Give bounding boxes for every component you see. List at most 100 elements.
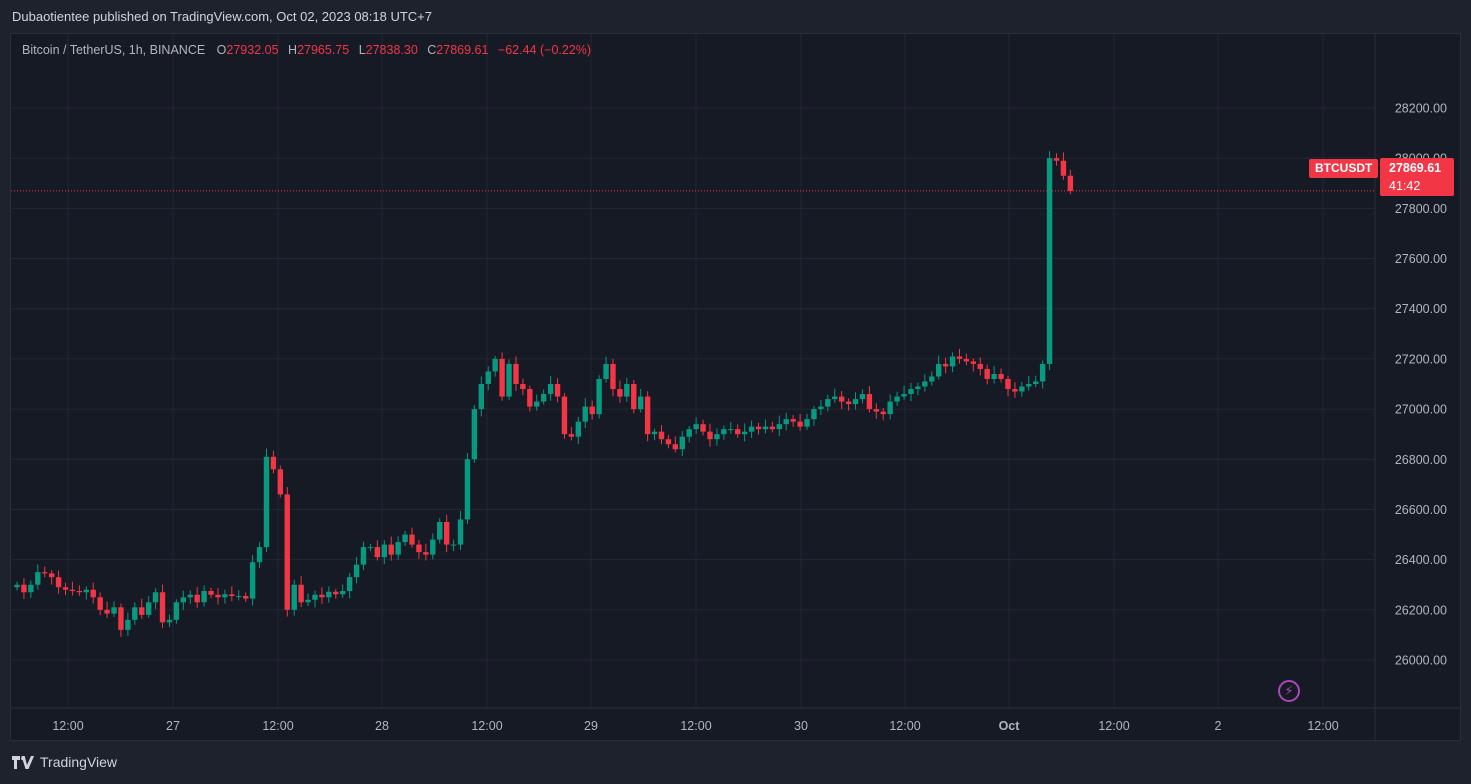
candle-body [242, 596, 249, 599]
change-value: −62.44 (−0.22%) [497, 43, 592, 57]
brand-name: TradingView [40, 754, 118, 770]
x-tick-label: 12:00 [889, 719, 920, 733]
candle-body [845, 401, 852, 405]
candle-body [769, 426, 776, 430]
candle-body [340, 591, 346, 595]
candle-body [741, 431, 748, 435]
candle-body [582, 406, 588, 422]
candle-body [540, 394, 547, 402]
candle-body [929, 376, 935, 382]
candle-body [145, 602, 152, 615]
candle-body [638, 396, 644, 410]
publish-info: Dubaotientee published on TradingView.co… [12, 9, 433, 24]
candle-body [28, 584, 34, 593]
symbol-price-label: BTCUSDT [1309, 159, 1379, 178]
candle-body [631, 384, 637, 410]
candle-body [443, 522, 450, 545]
y-tick-label: 27200.00 [1395, 352, 1447, 366]
high-label: H [288, 43, 298, 57]
candle-body [69, 589, 76, 591]
candle-body [575, 421, 582, 437]
chart-panel[interactable] [10, 33, 1461, 741]
x-tick-label: 12:00 [1307, 719, 1338, 733]
candle-body [1019, 386, 1025, 392]
candle-body [1046, 158, 1053, 364]
candle-body [977, 363, 983, 369]
candle-body [748, 426, 755, 432]
candle-body [1053, 158, 1060, 161]
candle-body [485, 371, 491, 384]
candle-body [728, 429, 734, 431]
candle-body [139, 607, 145, 615]
candle-body [437, 522, 443, 540]
low-label: L [358, 43, 366, 57]
candle-body [589, 406, 595, 415]
candle-body [561, 396, 568, 435]
candle-body [367, 547, 374, 549]
x-tick-label: 28 [375, 719, 389, 733]
x-tick-label: 12:00 [1098, 719, 1129, 733]
candle-body [624, 384, 630, 397]
y-tick-label: 28200.00 [1395, 102, 1447, 116]
candle-body [1060, 160, 1067, 176]
candle-body [48, 573, 55, 578]
candle-body [984, 368, 990, 379]
candle-body [374, 547, 381, 558]
candle-body [118, 607, 124, 630]
candle-body [360, 547, 367, 565]
symbol-title[interactable]: Bitcoin / TetherUS, 1h, BINANCE [22, 43, 206, 57]
candle-body [14, 584, 20, 588]
candle-body [735, 429, 741, 435]
candle-body [1005, 378, 1011, 390]
candle-body [852, 399, 859, 405]
candle-body [811, 409, 817, 420]
candle-body [423, 552, 429, 555]
candle-body [263, 456, 270, 548]
candle-body [596, 378, 602, 415]
candle-body [478, 384, 485, 410]
candle-body [963, 358, 970, 362]
candle-body [277, 469, 284, 495]
candle-body [90, 589, 96, 598]
candle-body [125, 619, 131, 630]
candle-body [104, 609, 110, 614]
candle-body [194, 594, 200, 603]
candle-body [672, 444, 679, 450]
candle-body [381, 544, 387, 558]
candle-body [783, 419, 789, 425]
y-tick-label: 26200.00 [1395, 603, 1447, 617]
candle-body [256, 547, 263, 563]
candle-body [547, 384, 554, 395]
candle-body [201, 591, 207, 603]
candle-body [908, 389, 914, 395]
brand-footer: TradingView [12, 754, 117, 770]
y-tick-label: 27000.00 [1395, 403, 1447, 417]
candle-body [1026, 384, 1032, 387]
candle-body [464, 459, 471, 520]
candle-body [499, 358, 505, 397]
candle-body [471, 409, 478, 460]
candle-body [603, 363, 609, 379]
candle-body [208, 591, 214, 595]
candle-body [35, 572, 41, 585]
candle-body [818, 406, 824, 410]
candle-body [651, 431, 658, 435]
x-tick-label: 30 [794, 719, 808, 733]
bar-countdown: 41:42 [1389, 179, 1421, 193]
candle-body [797, 421, 803, 427]
lightning-icon[interactable]: ⚡ [1278, 680, 1300, 702]
candle-body [956, 356, 963, 359]
candle-body [873, 409, 880, 412]
candle-body [568, 434, 575, 437]
candle-body [832, 396, 838, 400]
candle-body [270, 456, 277, 470]
y-tick-label: 26000.00 [1395, 654, 1447, 668]
candle-body [284, 494, 290, 610]
candle-body [894, 396, 900, 402]
candle-body [305, 599, 311, 603]
y-tick-label: 26600.00 [1395, 503, 1447, 517]
x-tick-label: 29 [584, 719, 598, 733]
candle-body [187, 594, 193, 598]
candle-body [700, 424, 706, 432]
